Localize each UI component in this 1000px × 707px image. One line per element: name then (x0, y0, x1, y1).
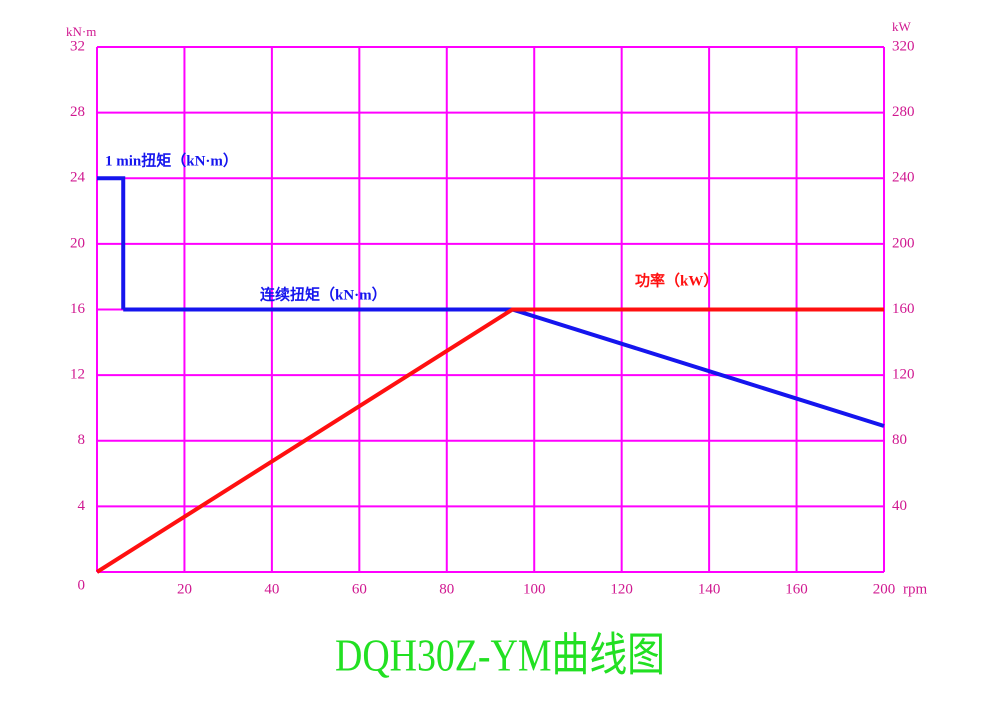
series-line (97, 176, 126, 310)
y-tick-label: 32 (70, 38, 85, 54)
y-tick-label: 0 (78, 577, 86, 593)
y2-tick-label: 40 (892, 498, 907, 514)
x-tick-label: 160 (785, 581, 808, 597)
y-tick-label: 20 (70, 235, 85, 251)
y2-tick-label: 120 (892, 367, 915, 383)
series-line (95, 307, 884, 574)
x-tick-label: 80 (439, 581, 454, 597)
y-tick-label: 4 (78, 498, 86, 514)
y-tick-label: 28 (70, 104, 85, 120)
y-tick-label: 24 (70, 170, 86, 186)
y2-tick-label: 240 (892, 170, 915, 186)
series-label: 1 min扭矩（kN·m） (105, 151, 238, 169)
series-label: 功率（kW） (635, 271, 718, 289)
x-tick-label: 20 (177, 581, 192, 597)
y2-tick-label: 200 (892, 235, 915, 251)
x-axis-unit: rpm (903, 581, 927, 597)
y2-tick-label: 320 (892, 38, 915, 54)
x-tick-label: 120 (610, 581, 633, 597)
y-tick-label: 12 (70, 367, 85, 383)
x-tick-label: 40 (264, 581, 279, 597)
x-tick-label: 140 (698, 581, 721, 597)
chart-title: DQH30Z-YM曲线图 (335, 630, 665, 681)
x-tick-label: 200 (873, 581, 896, 597)
y2-axis-unit: kW (892, 19, 912, 34)
x-tick-label: 100 (523, 581, 546, 597)
y2-tick-label: 80 (892, 432, 907, 448)
y-tick-label: 8 (78, 432, 86, 448)
y-tick-label: 16 (70, 301, 86, 317)
y-axis-unit: kN·m (66, 24, 96, 39)
y2-tick-label: 160 (892, 301, 915, 317)
y2-tick-label: 280 (892, 104, 915, 120)
series-label: 连续扭矩（kN·m） (260, 285, 387, 303)
x-tick-label: 60 (352, 581, 367, 597)
